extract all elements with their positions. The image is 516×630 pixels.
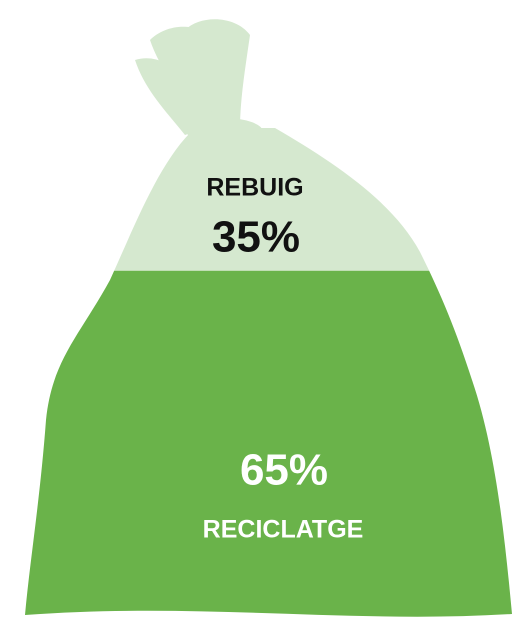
- labels: REBUIG 35% 65% RECICLATGE: [203, 174, 364, 544]
- category-label: RECICLATGE: [203, 516, 364, 544]
- value-label: 35%: [212, 213, 300, 262]
- value-label: 65%: [240, 446, 328, 495]
- category-label: REBUIG: [206, 174, 303, 202]
- bag-knot: [135, 19, 263, 146]
- recycling-portion: [25, 270, 512, 617]
